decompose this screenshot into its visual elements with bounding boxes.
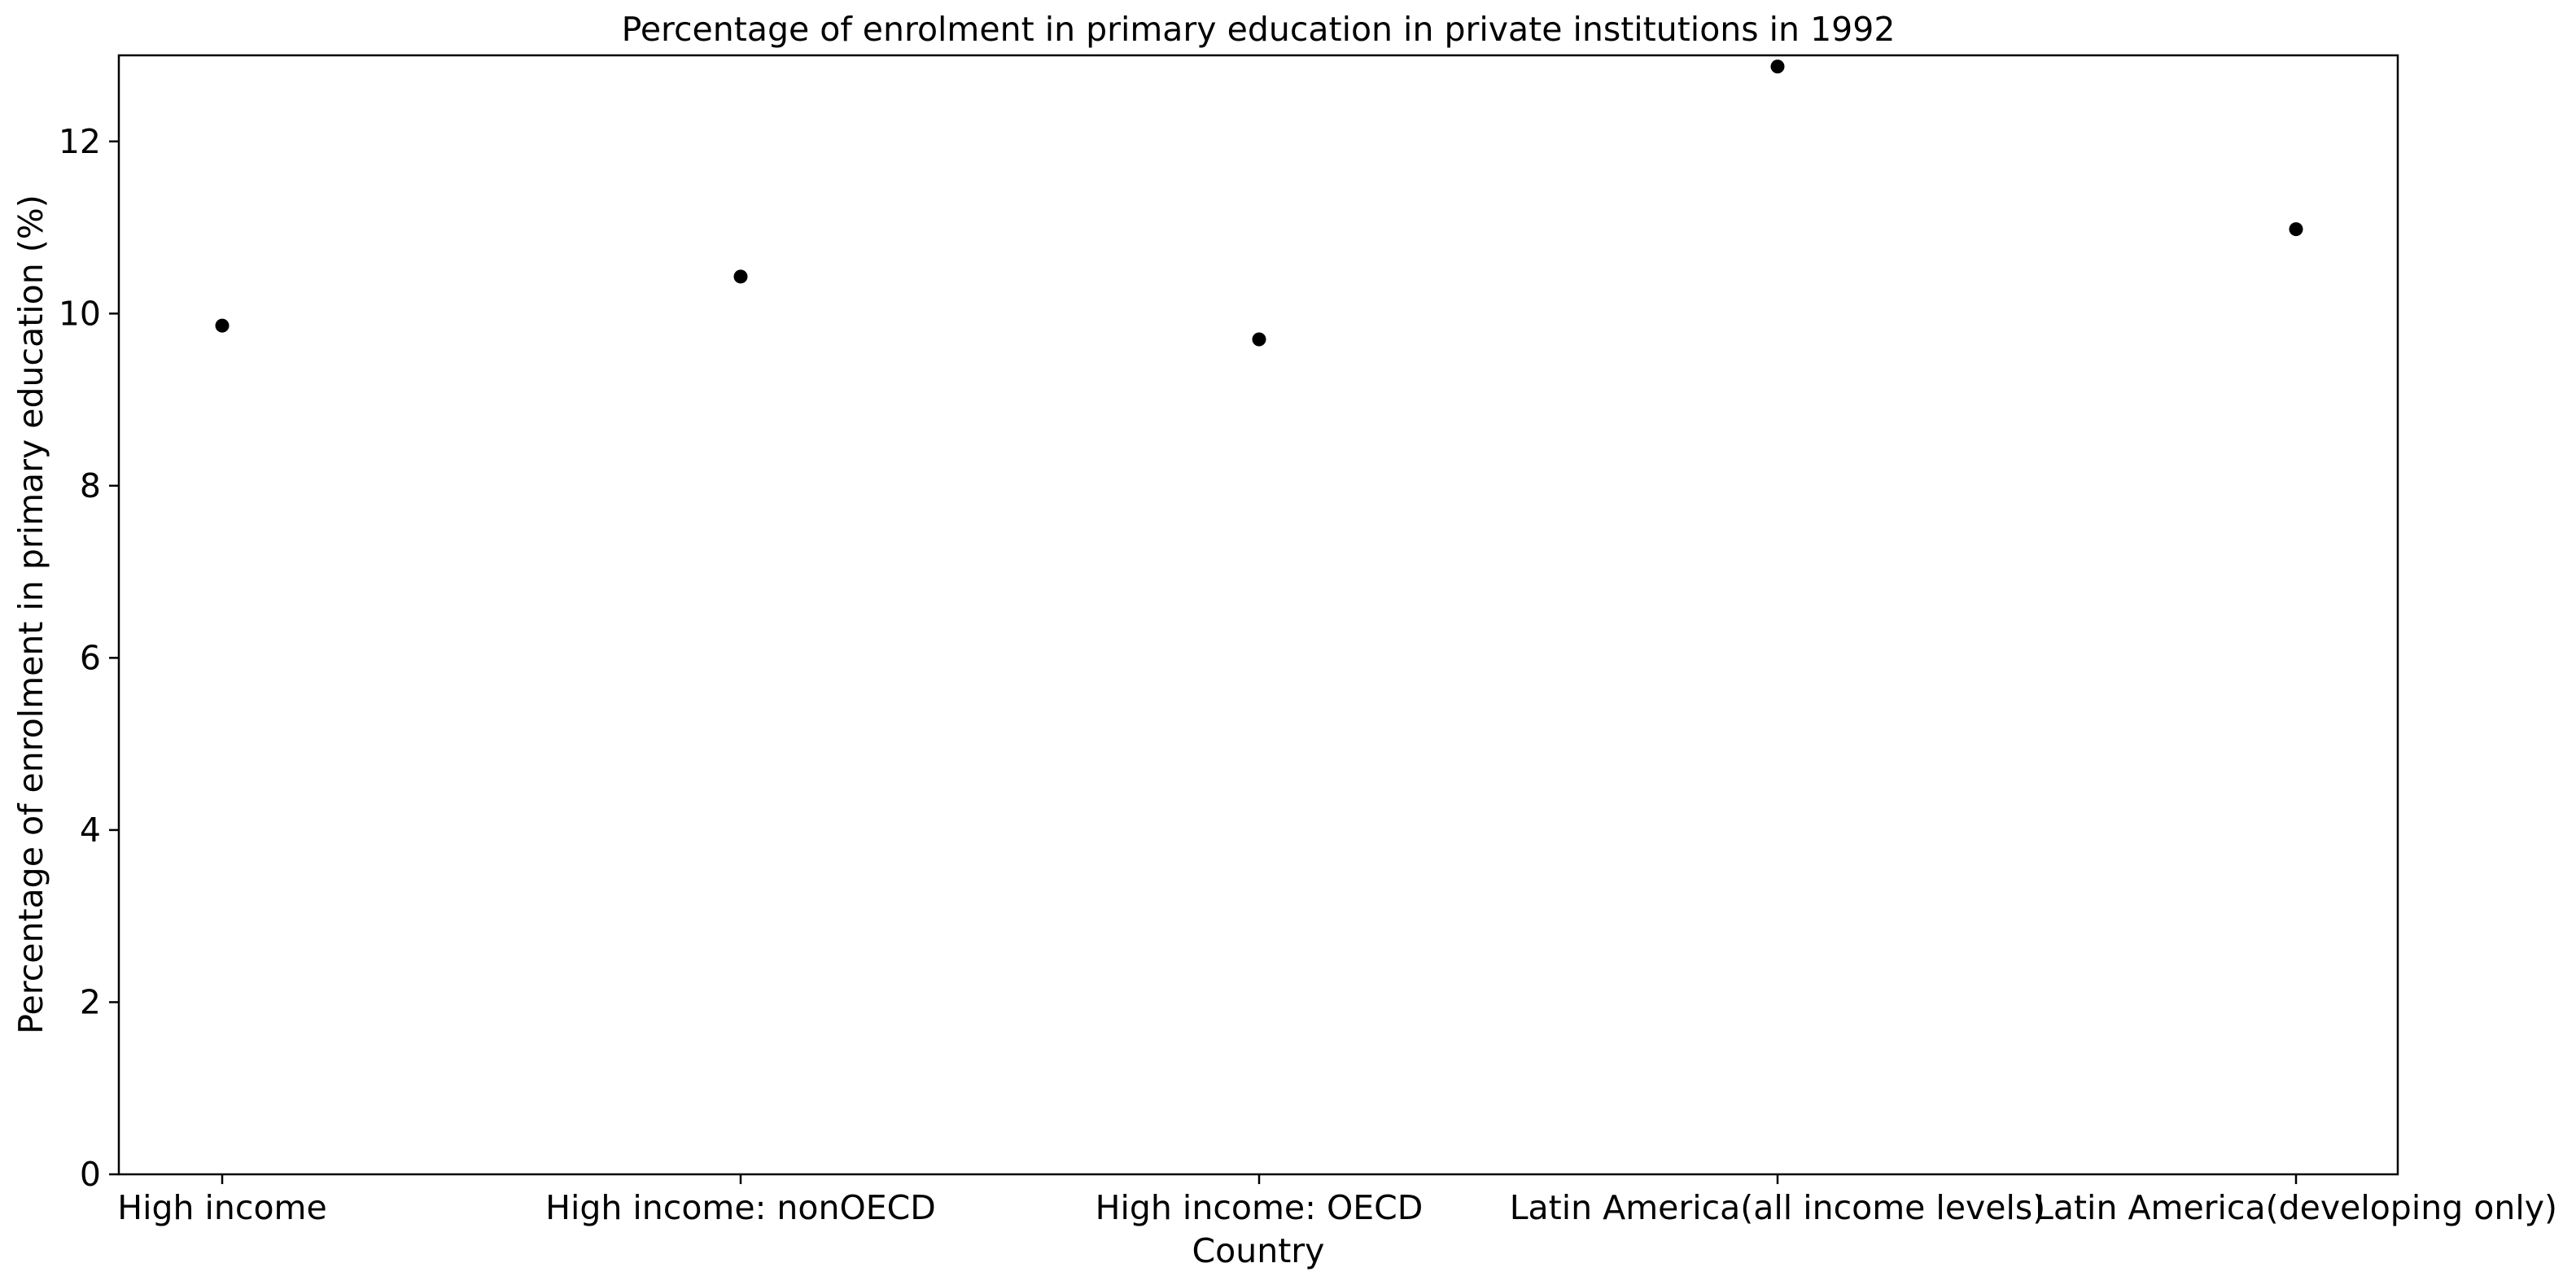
y-tick-label: 4	[80, 811, 101, 850]
chart-title: Percentage of enrolment in primary educa…	[622, 10, 1896, 49]
x-axis: High income High income: nonOECD High inco…	[117, 1174, 2557, 1227]
y-tick-label: 12	[59, 122, 101, 161]
data-point	[1770, 59, 1785, 74]
y-tick-label: 6	[80, 638, 101, 677]
x-tick-label: Latin America(developing only)	[2035, 1188, 2557, 1227]
x-axis-label: Country	[1192, 1231, 1325, 1270]
y-axis: 0 2 4 6 8 10 12	[59, 122, 119, 1194]
y-tick-label: 10	[59, 294, 101, 333]
y-tick-label: 8	[80, 466, 101, 505]
x-tick-label: High income: nonOECD	[545, 1188, 936, 1227]
x-tick-label: Latin America(all income levels)	[1510, 1188, 2046, 1227]
y-tick-label: 0	[80, 1155, 101, 1194]
y-tick-label: 2	[80, 982, 101, 1021]
y-axis-label: Percentage of enrolment in primary educa…	[11, 194, 50, 1034]
data-point	[215, 318, 230, 333]
data-point	[733, 269, 748, 284]
x-tick-label: High income	[117, 1188, 326, 1227]
data-point	[2289, 222, 2303, 237]
data-points	[215, 59, 2303, 347]
data-point	[1252, 332, 1266, 347]
x-tick-label: High income: OECD	[1096, 1188, 1424, 1227]
plot-frame	[117, 54, 2399, 1176]
